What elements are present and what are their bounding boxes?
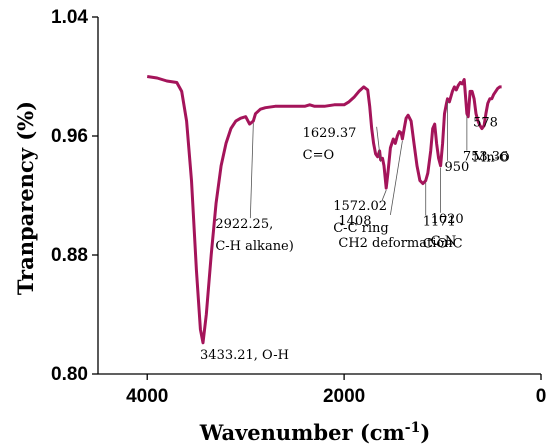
- annotation-label: 1629.37 C=O: [303, 126, 357, 163]
- y-axis-label: Tranparency (%): [13, 101, 38, 295]
- plot-frame: [97, 17, 541, 375]
- annotation-label: Mn-O: [473, 151, 510, 166]
- annotation-line: 578: [473, 116, 498, 131]
- annotation-label: 1572.02 C-C ring: [333, 199, 389, 236]
- y-axis: 0.80 0.88 0.96 1.04: [51, 7, 98, 385]
- annotation-line: 3433.21, O-H: [200, 348, 289, 363]
- annotation-leader: [381, 189, 387, 201]
- annotation-line: 1408: [338, 214, 371, 229]
- annotation-line: C-H alkane): [215, 239, 293, 254]
- transparency-line: [146, 75, 502, 345]
- x-tick-label: 0: [536, 386, 547, 407]
- annotation-line: 1171: [423, 215, 456, 230]
- peak-annotations: 3433.21, O-H 2922.25, C-H alkane) 1629.37 C=…: [200, 100, 510, 363]
- annotation-line: 2922.25,: [215, 217, 273, 232]
- annotation-leader: [389, 140, 403, 216]
- annotation-label: 950: [444, 160, 469, 175]
- annotation-line: C-O-C: [423, 237, 463, 252]
- annotation-line: C-C ring: [333, 221, 389, 236]
- annotation-line: 1572.02: [333, 199, 387, 214]
- x-tick-label: 4000: [126, 386, 168, 407]
- annotation-line: 1020: [431, 212, 464, 227]
- annotation-line: 950: [444, 160, 469, 175]
- annotation-leader: [376, 126, 382, 162]
- y-tick-label: 1.04: [51, 7, 88, 28]
- x-axis-label-tail: ): [420, 420, 430, 445]
- annotation-line: 753.36: [463, 150, 509, 165]
- y-tick-label: 0.96: [51, 126, 88, 147]
- annotation-line: 1629.37: [303, 126, 357, 141]
- x-axis: 4000 2000 0: [126, 374, 546, 407]
- annotation-line: Mn-O: [473, 151, 510, 166]
- annotation-label: 1408 CH2 deformation: [338, 214, 453, 251]
- x-axis-label-main: Wavenumber (cm: [199, 420, 405, 445]
- y-tick-label: 0.80: [51, 364, 88, 385]
- annotation-line: CH2 deformation: [338, 236, 453, 251]
- annotation-label: 1020 C-N: [431, 212, 464, 249]
- annotation-label: 1171 C-O-C: [423, 215, 463, 252]
- annotation-line: C=O: [303, 148, 335, 163]
- annotation-label: 2922.25, C-H alkane): [215, 217, 293, 254]
- annotation-label: 578: [473, 116, 498, 131]
- annotation-label: 753.36: [463, 150, 509, 165]
- annotation-label: 3433.21, O-H: [200, 348, 289, 363]
- annotation-leader: [249, 123, 254, 219]
- annotation-line: C-N: [431, 234, 457, 249]
- x-tick-label: 2000: [323, 386, 365, 407]
- y-tick-label: 0.88: [51, 245, 88, 266]
- x-axis-label-sup: -1: [405, 420, 421, 436]
- x-axis-label: Wavenumber (cm-1): [199, 420, 431, 445]
